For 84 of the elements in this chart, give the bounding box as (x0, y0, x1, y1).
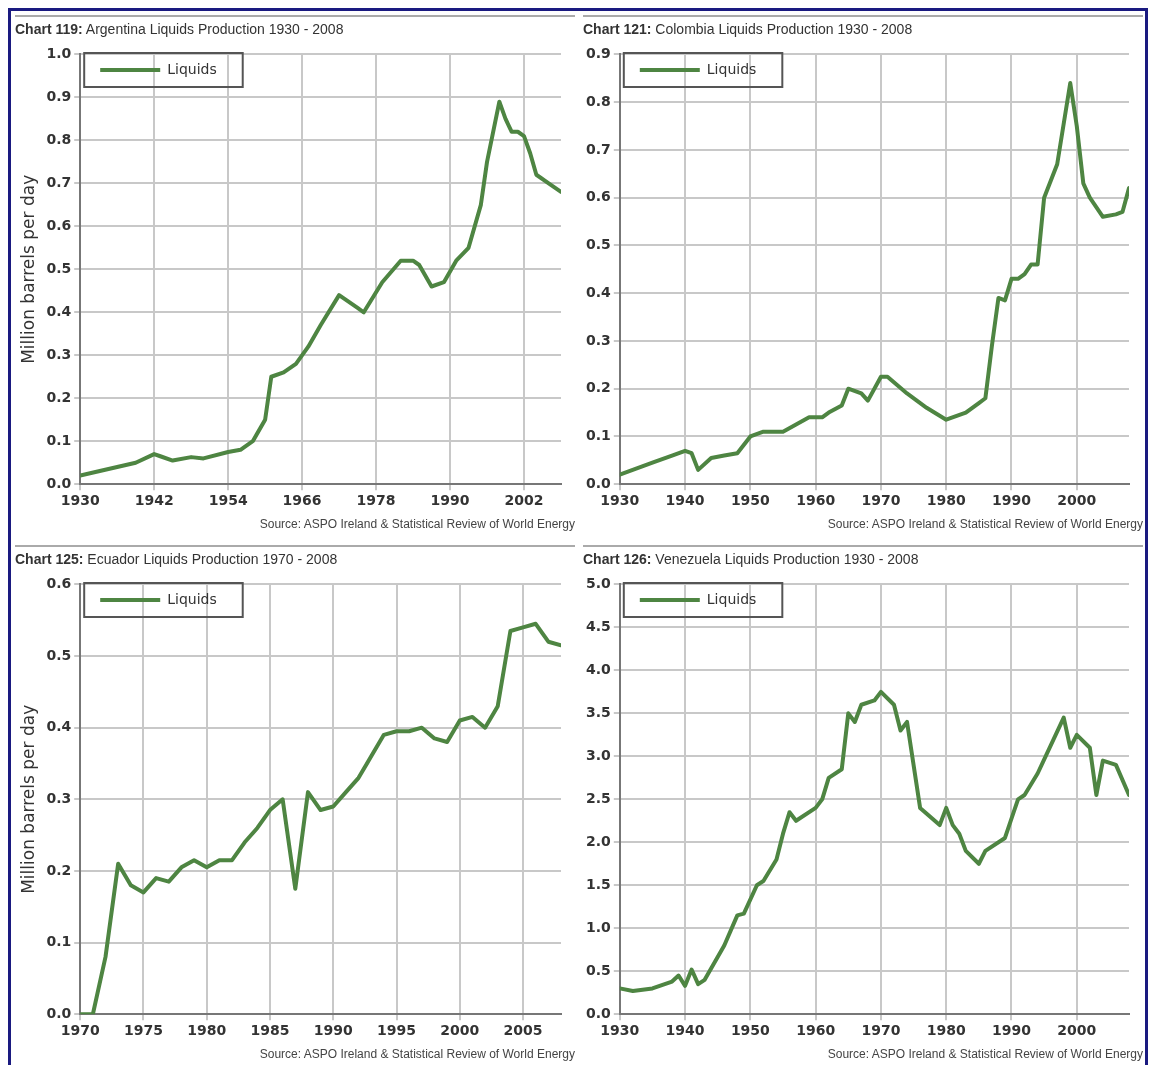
y-tick-label: 0.8 (585, 92, 611, 109)
y-tick-label: 0.9 (46, 88, 72, 105)
y-tick-label: 1.5 (585, 875, 611, 892)
x-tick-label: 2002 (504, 492, 544, 509)
x-tick-label: 1954 (208, 492, 248, 509)
y-axis-title: Million barrels per day (17, 704, 38, 894)
x-tick-label: 1978 (356, 492, 396, 509)
y-tick-label: 0.5 (585, 236, 611, 253)
x-tick-label: 1950 (730, 1022, 771, 1039)
y-tick-label: 0.4 (46, 302, 72, 319)
y-tick-label: 0.1 (46, 933, 72, 950)
y-tick-label: 0.5 (46, 646, 72, 663)
y-tick-label: 0.7 (46, 173, 72, 190)
x-tick-label: 1930 (600, 492, 640, 509)
x-tick-label: 1966 (282, 492, 322, 509)
y-tick-label: 1.0 (585, 918, 612, 935)
y-tick-label: 0.5 (585, 961, 611, 978)
chart-title: Chart 119: Argentina Liquids Production 1930 - 2008 (15, 21, 344, 37)
x-tick-label: 1990 (430, 492, 470, 509)
source-note: Source: ASPO Ireland & Statistical Review of World Energy (826, 1047, 1143, 1061)
source-note: Source: ASPO Ireland & Statistical Review of World Energy (826, 517, 1143, 531)
x-tick-label: 1950 (730, 492, 771, 509)
y-tick-label: 0.7 (585, 140, 611, 157)
y-tick-label: 0.0 (585, 1004, 612, 1021)
y-tick-label: 3.5 (585, 703, 611, 720)
y-tick-label: 5.0 (585, 575, 612, 592)
legend-label: Liquids (706, 590, 757, 607)
y-tick-label: 0.3 (585, 331, 611, 348)
x-tick-label: 1995 (377, 1022, 416, 1039)
x-tick-label: 1942 (134, 492, 174, 509)
y-tick-label: 4.5 (585, 618, 611, 635)
x-tick-label: 1940 (665, 1022, 705, 1039)
y-tick-label: 4.0 (585, 661, 612, 677)
x-tick-label: 1930 (60, 492, 100, 509)
x-tick-label: 1940 (665, 492, 705, 509)
y-tick-label: 0.4 (46, 718, 72, 735)
x-tick-label: 1990 (992, 492, 1032, 509)
x-tick-label: 2000 (440, 1022, 480, 1039)
y-tick-label: 2.5 (585, 789, 611, 806)
x-tick-label: 1980 (926, 492, 966, 509)
x-tick-label: 2005 (503, 1022, 543, 1039)
y-tick-label: 0.8 (46, 131, 72, 147)
y-tick-label: 0.5 (46, 259, 72, 276)
y-tick-label: 0.3 (46, 345, 72, 362)
y-tick-label: 0.9 (585, 45, 611, 62)
y-tick-label: 0.3 (46, 789, 72, 806)
y-tick-label: 2.0 (585, 832, 612, 849)
chart-title: Chart 126: Venezuela Liquids Production 1930 - 2008 (583, 551, 919, 567)
x-tick-label: 1960 (796, 492, 836, 509)
y-tick-label: 0.2 (46, 861, 72, 878)
x-tick-label: 2000 (1057, 1022, 1097, 1039)
y-axis-title: Million barrels per day (17, 174, 38, 364)
x-tick-label: 1980 (926, 1022, 966, 1039)
x-tick-label: 1970 (60, 1022, 100, 1039)
x-tick-label: 1985 (250, 1022, 290, 1039)
y-tick-label: 3.0 (585, 746, 612, 763)
y-tick-label: 0.1 (46, 431, 72, 448)
y-tick-label: 1.0 (46, 45, 72, 62)
source-note: Source: ASPO Ireland & Statistical Review of World Energy (258, 1047, 575, 1061)
x-tick-label: 1980 (187, 1022, 227, 1039)
source-note: Source: ASPO Ireland & Statistical Review of World Energy (258, 517, 575, 531)
y-tick-label: 0.4 (585, 283, 612, 300)
y-tick-label: 0.6 (46, 575, 72, 592)
y-tick-label: 0.0 (585, 474, 612, 491)
x-tick-label: 1990 (992, 1022, 1032, 1039)
x-tick-label: 1970 (861, 492, 901, 509)
x-tick-label: 2000 (1057, 492, 1097, 509)
y-tick-label: 0.0 (46, 1004, 72, 1021)
y-tick-label: 0.6 (585, 188, 611, 205)
legend-label: Liquids (167, 60, 217, 77)
x-tick-label: 1930 (600, 1022, 640, 1039)
legend-label: Liquids (167, 590, 217, 607)
x-tick-label: 1990 (313, 1022, 353, 1039)
y-tick-label: 0.6 (46, 216, 72, 233)
x-tick-label: 1975 (123, 1022, 163, 1039)
legend-label: Liquids (706, 60, 757, 77)
x-tick-label: 1970 (861, 1022, 901, 1039)
x-tick-label: 1960 (796, 1022, 836, 1039)
chart-title: Chart 121: Colombia Liquids Production 1930 - 2008 (583, 21, 913, 37)
chart-title: Chart 125: Ecuador Liquids Production 1970 - 2008 (15, 551, 338, 567)
y-tick-label: 0.1 (585, 427, 611, 444)
y-tick-label: 0.2 (46, 388, 72, 405)
y-tick-label: 0.0 (46, 474, 72, 491)
y-tick-label: 0.2 (585, 379, 611, 396)
